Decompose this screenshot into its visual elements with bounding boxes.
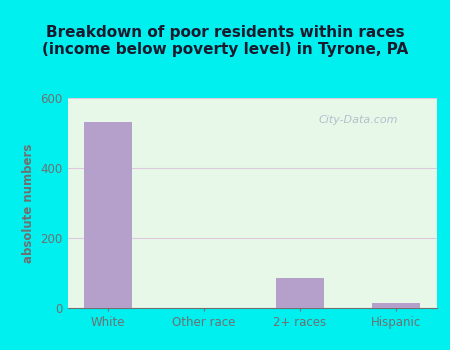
Text: City-Data.com: City-Data.com <box>319 115 398 125</box>
Bar <box>276 278 324 308</box>
Text: Breakdown of poor residents within races
(income below poverty level) in Tyrone,: Breakdown of poor residents within races… <box>42 25 408 57</box>
Bar <box>84 122 132 308</box>
Bar <box>372 303 420 308</box>
Y-axis label: absolute numbers: absolute numbers <box>22 143 35 263</box>
